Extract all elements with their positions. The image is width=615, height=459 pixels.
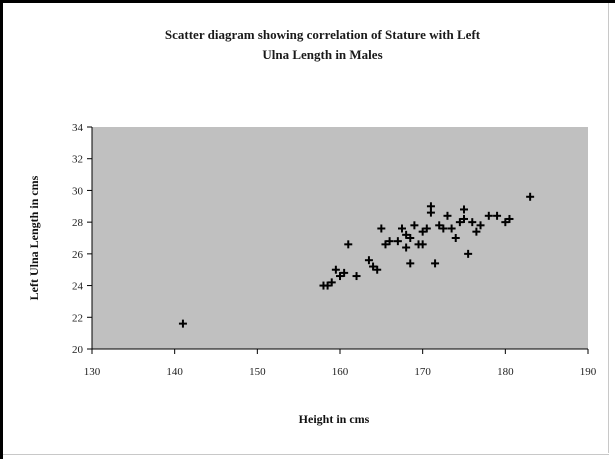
data-point [455, 218, 464, 227]
data-point [418, 227, 427, 236]
data-point [340, 268, 349, 277]
chart-title-line-2: Ulna Length in Males [262, 47, 383, 62]
data-point [501, 218, 510, 227]
data-point [443, 211, 452, 220]
data-point [447, 224, 456, 233]
data-point [402, 230, 411, 239]
data-point [323, 281, 332, 290]
data-point [381, 240, 390, 249]
y-tick-label: 20 [72, 344, 84, 356]
data-point [431, 259, 440, 268]
y-tick-label: 28 [72, 217, 84, 229]
data-point [178, 319, 187, 328]
data-point [331, 265, 340, 274]
data-point [460, 214, 468, 223]
data-point [526, 192, 535, 201]
data-point [426, 208, 435, 217]
data-point [402, 243, 411, 252]
top-border [0, 0, 615, 3]
data-point [484, 211, 493, 220]
data-point [505, 214, 514, 223]
x-axis-ticks: 130 140 150 160 170 180 190 [84, 349, 597, 378]
data-point [406, 259, 415, 268]
data-point [352, 272, 361, 281]
x-tick-label: 130 [84, 366, 101, 378]
data-point [364, 256, 373, 265]
y-tick-label: 24 [72, 281, 84, 293]
x-tick-label: 140 [166, 366, 183, 378]
data-point [451, 234, 460, 242]
data-point [344, 240, 353, 249]
data-point [464, 249, 473, 258]
data-point [373, 265, 382, 274]
data-point [393, 237, 402, 246]
data-point [439, 224, 448, 233]
y-tick-label: 30 [72, 185, 84, 197]
data-point [418, 240, 427, 249]
bottom-border [3, 454, 609, 455]
data-point [398, 224, 406, 233]
data-point [410, 221, 419, 230]
data-point [406, 234, 415, 242]
data-point [493, 211, 502, 220]
x-tick-label: 170 [414, 366, 431, 378]
data-point [435, 221, 444, 230]
data-point [460, 205, 468, 214]
x-tick-label: 180 [497, 366, 514, 378]
plot-area [92, 127, 588, 349]
data-point [377, 224, 386, 233]
data-point [385, 237, 394, 246]
data-point [468, 218, 477, 227]
data-point [422, 224, 431, 233]
y-axis-title: Left Ulna Length in cms [27, 175, 41, 300]
data-points [178, 192, 535, 328]
data-point [336, 272, 344, 281]
x-tick-label: 160 [332, 366, 349, 378]
left-border [0, 0, 3, 459]
x-tick-label: 150 [249, 366, 266, 378]
right-border [608, 3, 609, 453]
data-point [327, 278, 336, 287]
chart-title-line-1: Scatter diagram showing correlation of S… [164, 27, 481, 42]
y-tick-label: 22 [72, 312, 83, 324]
y-tick-label: 34 [72, 122, 84, 134]
x-tick-label: 190 [580, 366, 597, 378]
y-tick-label: 26 [72, 249, 84, 261]
x-axis-title: Height in cms [299, 412, 370, 426]
data-point [369, 262, 378, 271]
y-axis-ticks: 20 22 24 26 28 30 32 34 [72, 122, 92, 356]
data-point [472, 227, 481, 236]
y-tick-label: 32 [72, 154, 83, 166]
data-point [476, 221, 485, 230]
